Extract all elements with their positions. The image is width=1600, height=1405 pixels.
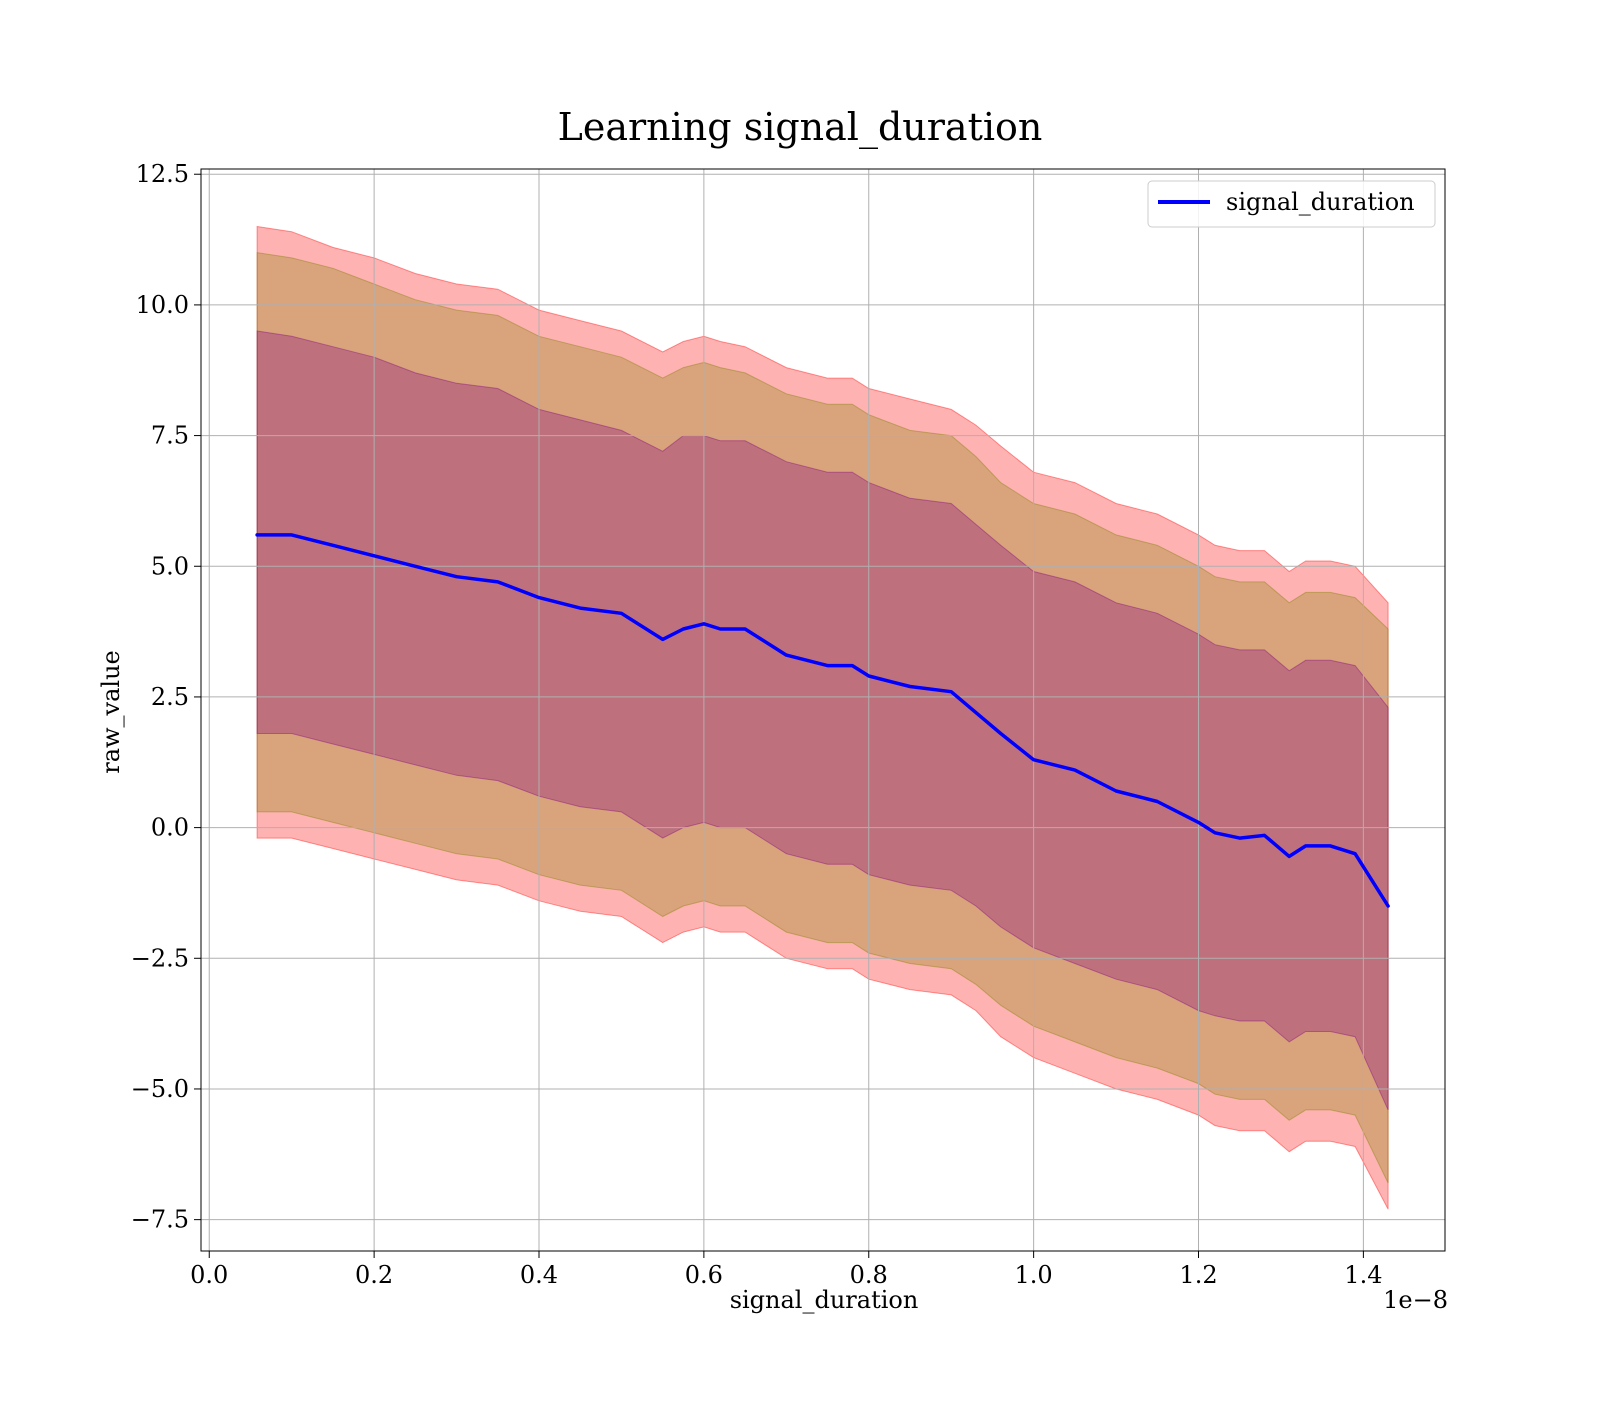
x-axis-ticks: 0.0 0.2 0.4 0.6 0.8 1.0 1.2 1.4 bbox=[190, 1251, 1382, 1289]
y-tick-label: 0.0 bbox=[151, 814, 189, 842]
x-tick-label: 0.8 bbox=[850, 1261, 888, 1289]
legend-box bbox=[1147, 180, 1436, 228]
y-tick-label: −7.5 bbox=[131, 1206, 189, 1234]
y-tick-label: −2.5 bbox=[131, 944, 189, 972]
x-axis-offset-label: 1e−8 bbox=[1383, 1286, 1448, 1314]
y-axis-ticks: −7.5 −5.0 −2.5 0.0 2.5 5.0 7.5 10.0 12.5 bbox=[131, 160, 201, 1234]
grid-lines bbox=[201, 169, 1445, 1251]
y-tick-label: 7.5 bbox=[151, 422, 189, 450]
y-tick-label: 10.0 bbox=[136, 291, 189, 319]
x-tick-label: 1.4 bbox=[1344, 1261, 1382, 1289]
series-line-signal_duration bbox=[255, 533, 1390, 908]
x-tick-label: 0.0 bbox=[190, 1261, 228, 1289]
y-tick-label: 2.5 bbox=[151, 683, 189, 711]
plot-frame bbox=[200, 168, 1446, 1252]
legend-label: signal_duration bbox=[1226, 188, 1415, 216]
x-tick-label: 1.0 bbox=[1015, 1261, 1053, 1289]
series-lines bbox=[255, 533, 1390, 908]
x-axis-label: signal_duration bbox=[730, 1286, 919, 1314]
x-tick-label: 1.2 bbox=[1179, 1261, 1217, 1289]
x-tick-label: 0.6 bbox=[685, 1261, 723, 1289]
x-tick-label: 0.2 bbox=[355, 1261, 393, 1289]
confidence-bands bbox=[256, 225, 1389, 1210]
y-tick-label: 5.0 bbox=[151, 552, 189, 580]
y-tick-label: −5.0 bbox=[131, 1075, 189, 1103]
y-axis-label: raw_value bbox=[97, 650, 125, 774]
x-tick-label: 0.4 bbox=[520, 1261, 558, 1289]
chart-title: Learning signal_duration bbox=[558, 105, 1043, 150]
y-tick-label: 12.5 bbox=[136, 160, 189, 188]
legend: signal_duration bbox=[1147, 180, 1436, 228]
